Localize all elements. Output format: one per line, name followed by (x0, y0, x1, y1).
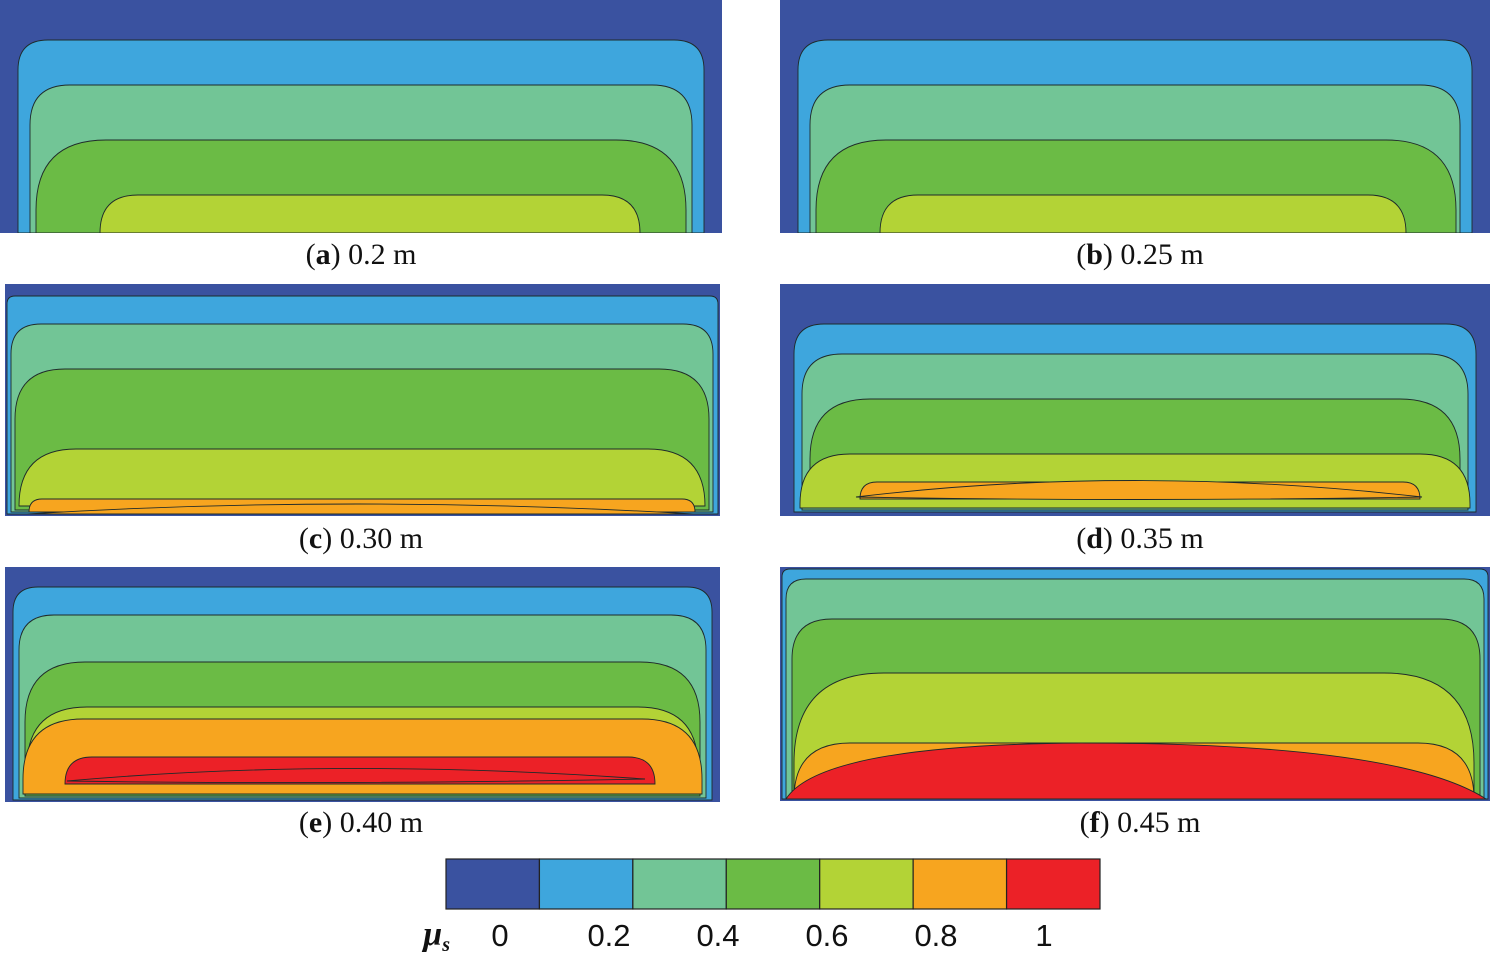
contour-plot-a (0, 0, 722, 233)
colorbar-swatches (445, 858, 1101, 910)
colorbar-tick-4: 0.8 (914, 918, 958, 953)
contour-panel-f (780, 567, 1490, 801)
colorbar-tick-3: 0.6 (805, 918, 849, 953)
contour-band-f-max (785, 742, 1488, 800)
colorbar-tick-0: 0 (491, 918, 509, 953)
colorbar-tick-2: 0.4 (696, 918, 740, 953)
colorbar-swatch-1 (538, 858, 634, 910)
colorbar-swatch-0 (445, 858, 541, 910)
colorbar-swatch-3 (725, 858, 821, 910)
contour-plot-f (780, 567, 1490, 801)
contour-panel-b (780, 0, 1490, 233)
contour-plot-d (780, 284, 1490, 516)
caption-c: (c) 0.30 m (298, 522, 424, 555)
colorbar-symbol: μs (423, 916, 450, 956)
contour-panel-c (5, 284, 720, 516)
caption-a: (a) 0.2 m (305, 238, 417, 271)
caption-e: (e) 0.40 m (298, 806, 424, 839)
colorbar-tick-1: 0.2 (587, 918, 631, 953)
colorbar-swatch-2 (632, 858, 727, 910)
contour-band-a-4 (99, 194, 641, 233)
colorbar-swatch-4 (819, 858, 914, 910)
contour-panel-a (0, 0, 722, 233)
caption-f: (f) 0.45 m (1079, 806, 1201, 839)
contour-band-e-max (66, 768, 646, 784)
colorbar-swatch-6 (1005, 858, 1101, 910)
contour-panel-e (5, 567, 720, 802)
colorbar (445, 858, 1101, 915)
contour-plot-e (5, 567, 720, 802)
colorbar-tick-5: 1 (1035, 918, 1053, 953)
colorbar-swatch-5 (912, 858, 1008, 910)
caption-d: (d) 0.35 m (1076, 522, 1204, 555)
contour-panel-d (780, 284, 1490, 516)
contour-plot-c (5, 284, 720, 516)
contour-band-c-max (26, 503, 694, 515)
caption-b: (b) 0.25 m (1076, 238, 1204, 271)
contour-band-b-4 (879, 194, 1407, 233)
contour-band-c-4 (18, 448, 706, 507)
contour-band-d-max (855, 480, 1423, 500)
contour-plot-b (780, 0, 1490, 233)
